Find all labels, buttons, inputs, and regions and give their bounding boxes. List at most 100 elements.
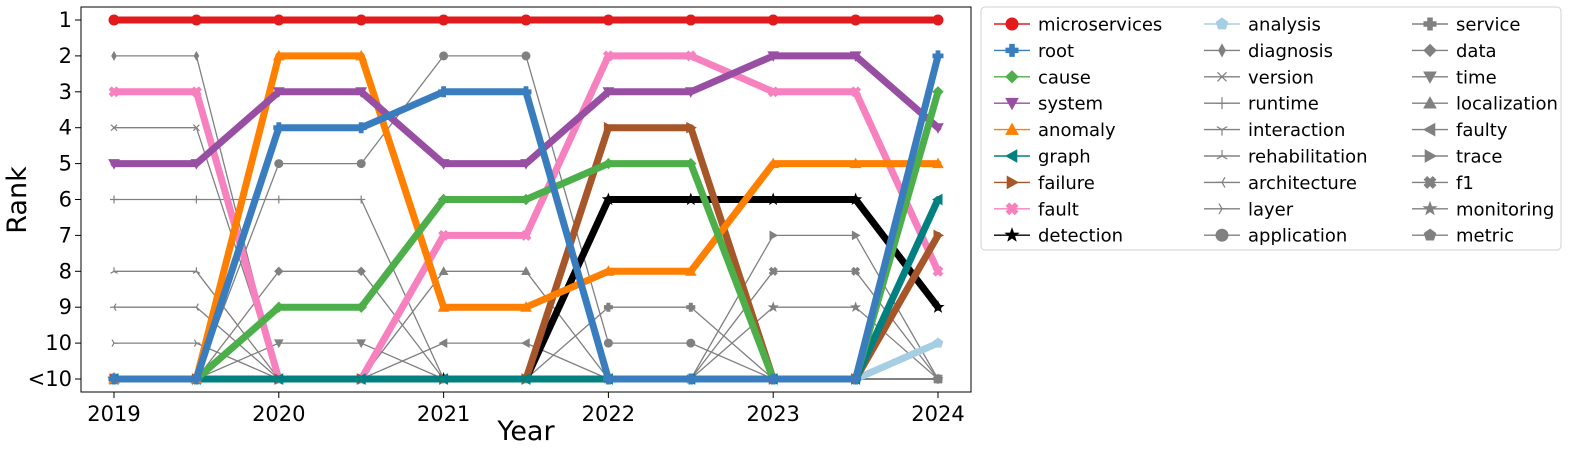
- data-point-service: [603, 302, 613, 312]
- legend-label: interaction: [1248, 120, 1345, 141]
- data-point-root: [767, 373, 779, 385]
- y-tick-label: 8: [59, 259, 72, 283]
- legend-marker-data: [1423, 43, 1437, 58]
- data-point-graph: [355, 373, 366, 385]
- legend-label: system: [1038, 94, 1103, 115]
- legend-box: [980, 6, 1562, 251]
- legend-marker-fault: [1005, 202, 1019, 216]
- data-point-system: [272, 87, 285, 98]
- series-root: [108, 50, 944, 385]
- legend-marker-analysis: [1215, 17, 1229, 30]
- y-tick-label: <10: [28, 367, 72, 391]
- legend-label: layer: [1248, 199, 1294, 220]
- legend-marker-failure: [1006, 175, 1020, 190]
- data-point-root: [438, 86, 450, 98]
- legend-marker-trace: [1424, 149, 1438, 163]
- data-point-detection: [766, 192, 780, 206]
- data-point-system: [767, 51, 780, 62]
- y-tick-label: 1: [59, 8, 72, 32]
- legend-entry-cause: cause: [994, 67, 1091, 88]
- legend-entry-fault: fault: [994, 199, 1079, 220]
- data-point-architecture: [110, 303, 117, 311]
- legend-entry-detection: detection: [994, 226, 1123, 247]
- data-point-detection: [601, 192, 616, 206]
- data-point-microservices: [602, 14, 614, 26]
- series-line-system: [110, 52, 942, 168]
- data-point-failure: [933, 229, 945, 242]
- legend-label: cause: [1038, 67, 1091, 88]
- data-point-cause: [602, 157, 615, 170]
- legend-entry-localization: localization: [1412, 94, 1558, 115]
- data-point-f1: [851, 266, 861, 276]
- data-point-runtime: [274, 195, 283, 204]
- data-point-graph: [272, 373, 284, 385]
- legend-label: application: [1248, 226, 1347, 247]
- data-point-system: [108, 159, 120, 170]
- data-point-analysis: [932, 337, 944, 348]
- x-axis-label: Year: [496, 416, 555, 447]
- data-point-anomaly: [272, 49, 285, 61]
- data-point-layer: [193, 339, 201, 347]
- legend-entry-architecture: architecture: [1204, 173, 1357, 194]
- legend-entry-rehabilitation: rehabilitation: [1204, 147, 1368, 168]
- legend-entry-monitoring: monitoring: [1412, 199, 1554, 220]
- legend-entry-root: root: [994, 41, 1074, 62]
- data-point-trace: [851, 230, 861, 241]
- legend-entry-service: service: [1412, 15, 1520, 36]
- data-point-anomaly: [849, 157, 862, 169]
- legend-marker-microservices: [1005, 17, 1019, 31]
- data-point-root: [190, 373, 202, 385]
- data-point-time: [356, 339, 367, 349]
- y-tick-label: 5: [59, 152, 72, 176]
- data-point-cause: [437, 193, 450, 206]
- data-point-fault: [108, 86, 120, 98]
- data-point-trace: [769, 230, 779, 241]
- data-point-anomaly: [767, 157, 780, 169]
- data-point-fault: [190, 86, 202, 98]
- legend-marker-cause: [1005, 70, 1019, 84]
- data-point-microservices: [438, 14, 450, 26]
- y-tick-label: 10: [45, 331, 72, 355]
- data-point-anomaly: [932, 157, 944, 169]
- y-axis-label: Rank: [2, 166, 33, 234]
- legend-label: monitoring: [1456, 199, 1554, 220]
- legend-label: version: [1248, 67, 1314, 88]
- data-point-anomaly: [520, 301, 532, 312]
- data-point-root: [685, 373, 697, 385]
- data-point-microservices: [190, 14, 202, 26]
- legend-marker-root: [1005, 43, 1019, 57]
- data-point-application: [521, 51, 531, 61]
- legend-label: root: [1038, 41, 1074, 62]
- legend-entry-trace: trace: [1412, 147, 1502, 168]
- data-point-version: [110, 124, 118, 132]
- data-point-root: [355, 122, 367, 134]
- data-point-rehabilitation: [110, 267, 118, 274]
- legend-entry-time: time: [1412, 67, 1497, 88]
- series-line-data: [113, 270, 939, 380]
- data-point-microservices: [685, 14, 697, 26]
- legend-label: architecture: [1248, 173, 1357, 194]
- series-system: [108, 51, 944, 170]
- data-point-application: [603, 338, 613, 348]
- data-point-time: [273, 339, 284, 349]
- y-tick-label: 7: [59, 223, 72, 247]
- data-point-system: [520, 159, 532, 170]
- legend-entry-graph: graph: [994, 147, 1091, 168]
- legend-marker-service: [1423, 17, 1437, 31]
- data-point-runtime: [192, 195, 201, 204]
- data-point-version: [192, 124, 200, 132]
- legend-label: failure: [1038, 173, 1095, 194]
- x-tick-label: 2023: [746, 402, 799, 426]
- legend-label: localization: [1456, 94, 1558, 115]
- legend-label: rehabilitation: [1248, 147, 1368, 168]
- data-point-microservices: [767, 14, 779, 26]
- legend-entry-f1: f1: [1412, 173, 1474, 194]
- legend-entry-application: application: [1204, 226, 1347, 247]
- data-point-failure: [686, 121, 697, 134]
- legend-marker-anomaly: [1005, 122, 1019, 135]
- data-point-cause: [932, 86, 944, 98]
- data-point-cause: [273, 301, 285, 313]
- data-point-microservices: [355, 14, 367, 26]
- legend-entry-system: system: [994, 94, 1103, 115]
- y-tick-label: 3: [59, 80, 72, 104]
